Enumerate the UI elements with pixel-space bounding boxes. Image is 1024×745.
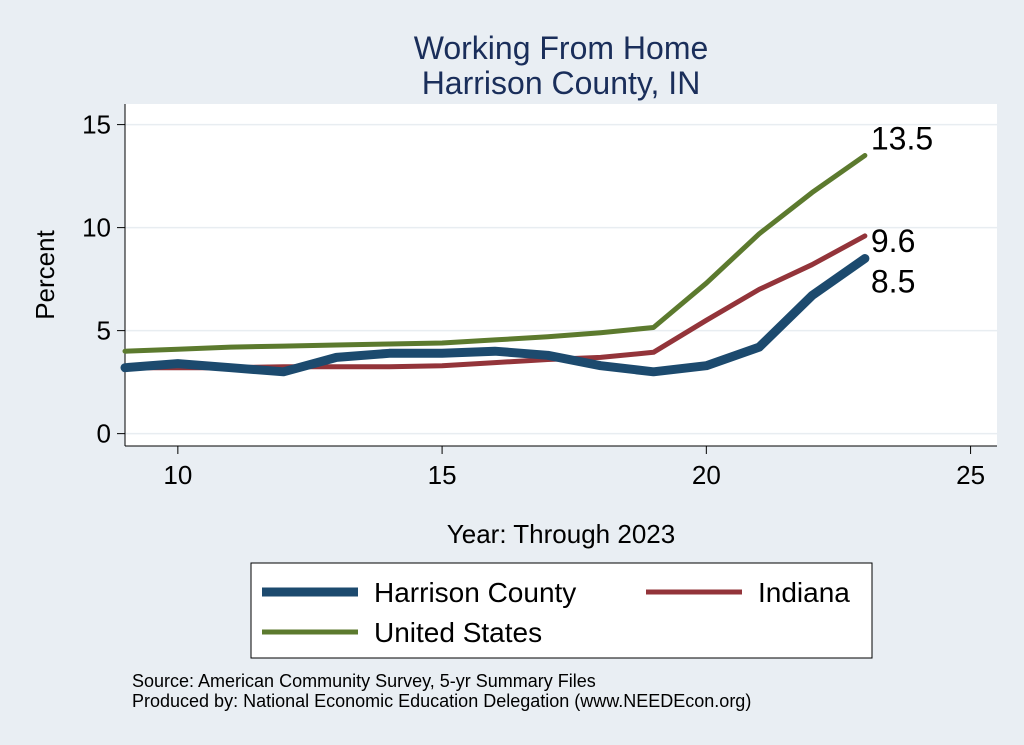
legend-label: Indiana bbox=[758, 577, 850, 608]
produced-by-note: Produced by: National Economic Education… bbox=[132, 691, 752, 711]
series-line-harrison-county bbox=[120, 254, 870, 377]
end-label: 9.6 bbox=[871, 223, 915, 259]
end-labels: 8.5 9.6 13.5 bbox=[871, 121, 933, 300]
y-tick-label: 15 bbox=[82, 110, 111, 140]
end-label: 13.5 bbox=[871, 121, 933, 157]
x-tick-label: 15 bbox=[428, 460, 457, 490]
legend-box bbox=[250, 562, 873, 659]
series-line-united-states bbox=[122, 153, 868, 354]
y-tick-label: 0 bbox=[97, 419, 111, 449]
x-tick-label: 25 bbox=[956, 460, 985, 490]
legend-label: Harrison County bbox=[374, 577, 576, 608]
x-axis-label: Year: Through 2023 bbox=[447, 519, 675, 549]
grid-lines bbox=[125, 123, 997, 435]
end-label: 8.5 bbox=[871, 264, 915, 300]
series-lines bbox=[120, 153, 870, 377]
y-tick-label: 10 bbox=[82, 213, 111, 243]
x-tick-label: 20 bbox=[692, 460, 721, 490]
legend-label: United States bbox=[374, 617, 542, 648]
plot-area bbox=[125, 104, 997, 446]
x-tick-label: 10 bbox=[163, 460, 192, 490]
legend: Harrison County Indiana United States bbox=[262, 577, 850, 648]
chart-subtitle: Harrison County, IN bbox=[422, 65, 701, 101]
y-axis-label: Percent bbox=[30, 229, 60, 319]
y-tick-label: 5 bbox=[97, 316, 111, 346]
source-note: Source: American Community Survey, 5-yr … bbox=[132, 671, 596, 691]
chart-title: Working From Home bbox=[414, 30, 709, 66]
axis-ticks: 0 5 10 15 10 15 20 25 bbox=[82, 110, 985, 490]
